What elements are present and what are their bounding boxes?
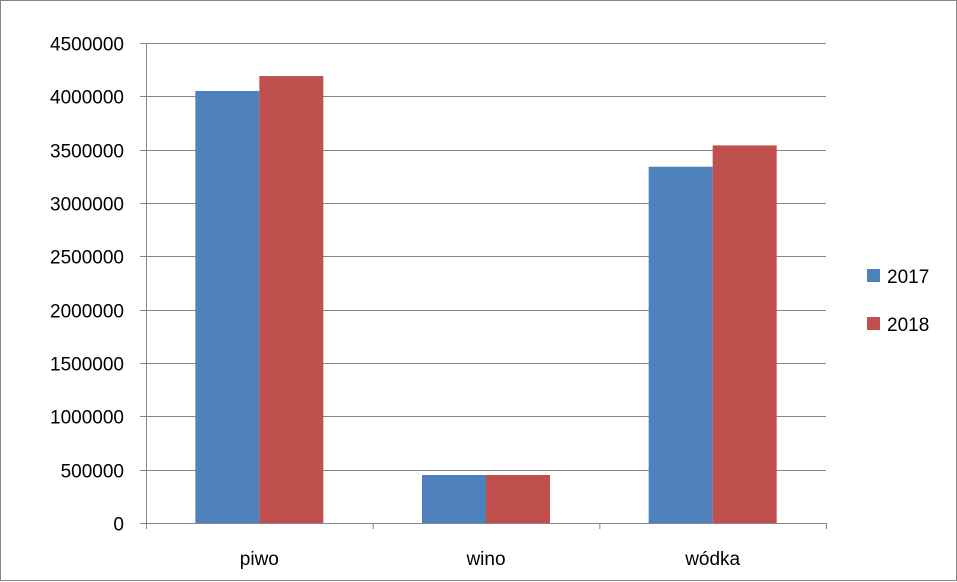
- x-tick-label: wódka: [684, 549, 740, 570]
- y-tick-label: 1000000: [50, 408, 124, 429]
- y-tick-label: 4000000: [50, 88, 124, 109]
- bar-2017-piwo: [195, 91, 260, 523]
- bar-2018-wino: [486, 475, 550, 523]
- y-tick-label: 3500000: [50, 142, 124, 163]
- x-tick-label: wino: [465, 549, 505, 570]
- legend: 2017 2018: [867, 267, 929, 336]
- legend-label: 2017: [887, 267, 929, 288]
- bar-2018-piwo: [259, 76, 324, 524]
- bar-2017-wino: [422, 475, 486, 523]
- y-tick-label: 3000000: [50, 195, 124, 216]
- axes: [140, 43, 827, 529]
- y-tick-label: 2500000: [50, 248, 124, 269]
- y-tick-label: 2000000: [50, 302, 124, 323]
- y-tick-label: 4500000: [50, 35, 124, 56]
- y-tick-label: 1500000: [50, 355, 124, 376]
- bar-2017-wódka: [648, 166, 713, 523]
- bar-2018-wódka: [712, 145, 777, 523]
- legend-swatch: [867, 317, 880, 330]
- x-tick-label: piwo: [240, 549, 279, 570]
- y-tick-labels: 0 500000 1000000 1500000 2000000 2500000 30000…: [50, 35, 124, 536]
- y-tick-label: 500000: [61, 462, 124, 483]
- legend-label: 2018: [887, 315, 929, 336]
- x-tick-labels: piwo wino wódka: [240, 549, 741, 570]
- legend-swatch: [867, 269, 880, 282]
- y-tick-label: 0: [113, 515, 124, 536]
- bars: [195, 76, 777, 524]
